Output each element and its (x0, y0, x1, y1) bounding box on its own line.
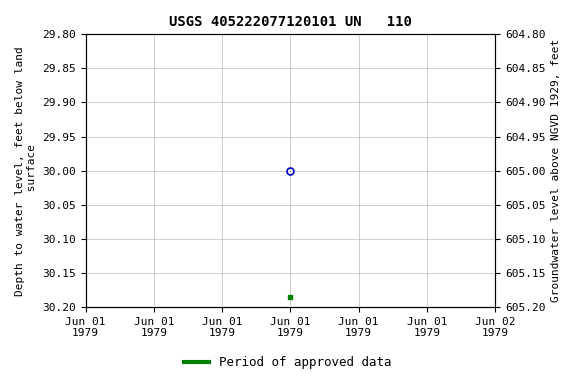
Y-axis label: Groundwater level above NGVD 1929, feet: Groundwater level above NGVD 1929, feet (551, 39, 561, 302)
Legend: Period of approved data: Period of approved data (179, 351, 397, 374)
Y-axis label: Depth to water level, feet below land
 surface: Depth to water level, feet below land su… (15, 46, 37, 296)
Title: USGS 405222077120101 UN   110: USGS 405222077120101 UN 110 (169, 15, 412, 29)
